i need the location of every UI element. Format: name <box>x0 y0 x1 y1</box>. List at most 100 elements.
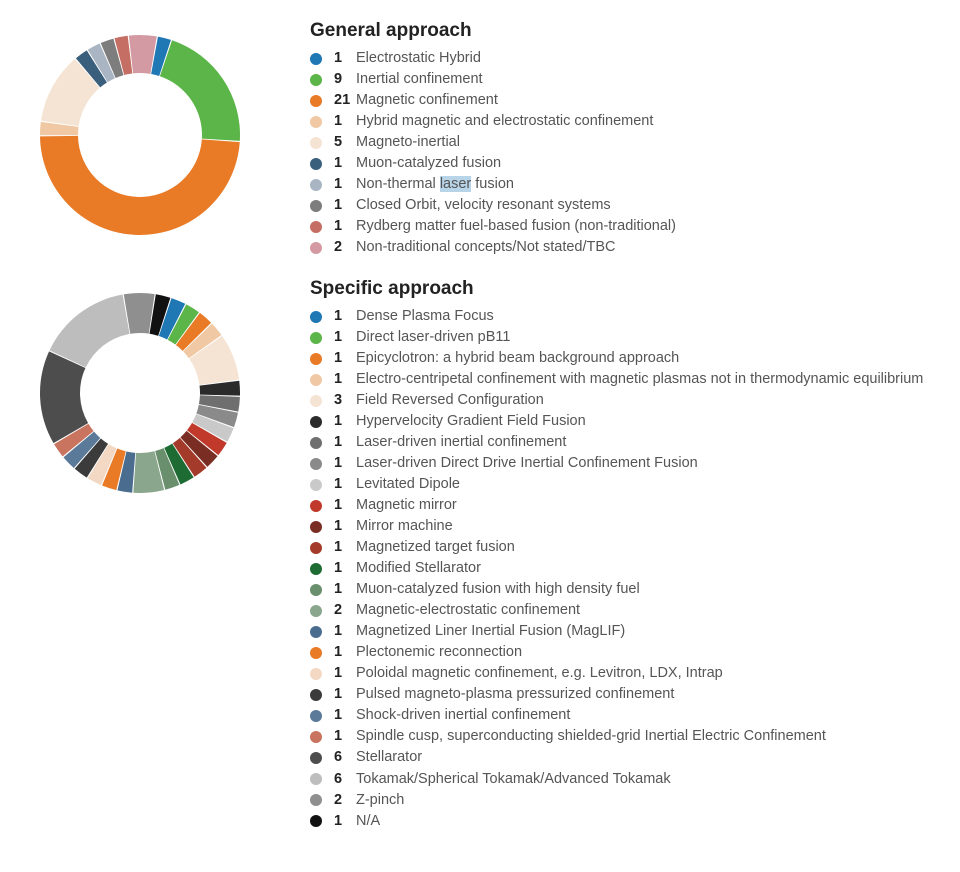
legend-count: 1 <box>334 432 356 453</box>
legend-label: Epicyclotron: a hybrid beam background a… <box>356 348 930 369</box>
legend-row: 2 Non-traditional concepts/Not stated/TB… <box>310 237 930 258</box>
legend-count: 1 <box>334 558 356 579</box>
donut-slice <box>40 136 240 235</box>
legend-row: 9 Inertial confinement <box>310 69 930 90</box>
donut-slice <box>160 40 240 141</box>
legend-row: 3 Field Reversed Configuration <box>310 390 930 411</box>
legend-swatch <box>310 752 322 764</box>
legend-count: 1 <box>334 642 356 663</box>
legend-swatch <box>310 74 322 86</box>
legend-label: Z-pinch <box>356 790 930 811</box>
legend-swatch <box>310 158 322 170</box>
legend-row: 2 Magnetic-electrostatic confinement <box>310 600 930 621</box>
legend-label: Non-traditional concepts/Not stated/TBC <box>356 237 930 258</box>
legend-column: General approach 1 Electrostatic Hybrid … <box>270 20 930 258</box>
legend-row: 1 Muon-catalyzed fusion with high densit… <box>310 579 930 600</box>
legend-row: 1 Modified Stellarator <box>310 558 930 579</box>
legend-label: Poloidal magnetic confinement, e.g. Levi… <box>356 663 930 684</box>
legend-row: 1 Electro-centripetal confinement with m… <box>310 369 930 390</box>
legend-swatch <box>310 200 322 212</box>
legend-label: Pulsed magneto-plasma pressurized confin… <box>356 684 930 705</box>
legend-count: 1 <box>334 537 356 558</box>
legend-column: Specific approach 1 Dense Plasma Focus 1… <box>270 278 930 831</box>
legend-row: 6 Tokamak/Spherical Tokamak/Advanced Tok… <box>310 769 930 790</box>
legend-swatch <box>310 221 322 233</box>
legend-row: 1 Magnetized Liner Inertial Fusion (MagL… <box>310 621 930 642</box>
legend-count: 1 <box>334 153 356 174</box>
legend-count: 1 <box>334 516 356 537</box>
legend-count: 6 <box>334 769 356 790</box>
legend-count: 1 <box>334 369 356 390</box>
legend-label: Direct laser-driven pB11 <box>356 327 930 348</box>
legend-row: 1 Spindle cusp, superconducting shielded… <box>310 726 930 747</box>
legend-label: Levitated Dipole <box>356 474 930 495</box>
legend-row: 1 Plectonemic reconnection <box>310 642 930 663</box>
legend-count: 1 <box>334 474 356 495</box>
legend-row: 1 Rydberg matter fuel-based fusion (non-… <box>310 216 930 237</box>
legend-swatch <box>310 479 322 491</box>
legend-label: N/A <box>356 811 930 832</box>
legend-label: Dense Plasma Focus <box>356 306 930 327</box>
legend-row: 1 Magnetized target fusion <box>310 537 930 558</box>
legend-count: 1 <box>334 306 356 327</box>
legend-label: Closed Orbit, velocity resonant systems <box>356 195 930 216</box>
legend-label: Modified Stellarator <box>356 558 930 579</box>
legend-count: 1 <box>334 195 356 216</box>
legend-row: 1 Laser-driven inertial confinement <box>310 432 930 453</box>
legend-row: 1 Mirror machine <box>310 516 930 537</box>
legend-swatch <box>310 437 322 449</box>
legend-label: Electrostatic Hybrid <box>356 48 930 69</box>
legend-swatch <box>310 53 322 65</box>
legend-count: 1 <box>334 811 356 832</box>
legend-row: 1 Epicyclotron: a hybrid beam background… <box>310 348 930 369</box>
donut-chart-general <box>30 25 250 245</box>
text-highlight: laser <box>440 176 471 192</box>
legend-label: Rydberg matter fuel-based fusion (non-tr… <box>356 216 930 237</box>
legend-label: Hypervelocity Gradient Field Fusion <box>356 411 930 432</box>
legend-row: 1 Levitated Dipole <box>310 474 930 495</box>
legend-row: 6 Stellarator <box>310 747 930 768</box>
legend-swatch <box>310 311 322 323</box>
legend-swatch <box>310 710 322 722</box>
legend-count: 1 <box>334 579 356 600</box>
legend-swatch <box>310 605 322 617</box>
legend-swatch <box>310 689 322 701</box>
legend-label: Spindle cusp, superconducting shielded-g… <box>356 726 930 747</box>
legend-row: 1 Muon-catalyzed fusion <box>310 153 930 174</box>
legend-swatch <box>310 332 322 344</box>
legend-row: 1 Pulsed magneto-plasma pressurized conf… <box>310 684 930 705</box>
legend-swatch <box>310 353 322 365</box>
legend-label: Muon-catalyzed fusion with high density … <box>356 579 930 600</box>
legend-row: 1 Closed Orbit, velocity resonant system… <box>310 195 930 216</box>
legend-label: Magnetic-electrostatic confinement <box>356 600 930 621</box>
legend-swatch <box>310 773 322 785</box>
legend-count: 1 <box>334 216 356 237</box>
legend-label: Laser-driven inertial confinement <box>356 432 930 453</box>
legend-swatch <box>310 668 322 680</box>
legend-swatch <box>310 647 322 659</box>
legend-row: 1 Shock-driven inertial confinement <box>310 705 930 726</box>
legend-swatch <box>310 395 322 407</box>
legend-label: Laser-driven Direct Drive Inertial Confi… <box>356 453 930 474</box>
legend-swatch <box>310 137 322 149</box>
section-title: General approach <box>310 20 930 42</box>
legend-swatch <box>310 626 322 638</box>
legend-count: 5 <box>334 132 356 153</box>
legend-count: 2 <box>334 600 356 621</box>
legend-count: 6 <box>334 747 356 768</box>
donut-wrap <box>30 20 270 245</box>
legend-label: Inertial confinement <box>356 69 930 90</box>
section-specific: Specific approach 1 Dense Plasma Focus 1… <box>30 278 930 831</box>
legend-count: 1 <box>334 111 356 132</box>
legend-count: 1 <box>334 495 356 516</box>
legend-count: 1 <box>334 621 356 642</box>
legend-swatch <box>310 116 322 128</box>
legend-label: Magnetic mirror <box>356 495 930 516</box>
legend-row: 1 N/A <box>310 811 930 832</box>
legend-swatch <box>310 458 322 470</box>
legend-label: Non-thermal laser fusion <box>356 174 930 195</box>
legend-row: 1 Dense Plasma Focus <box>310 306 930 327</box>
legend-row: 1 Electrostatic Hybrid <box>310 48 930 69</box>
legend-label: Tokamak/Spherical Tokamak/Advanced Tokam… <box>356 769 930 790</box>
donut-chart-specific <box>30 283 250 503</box>
